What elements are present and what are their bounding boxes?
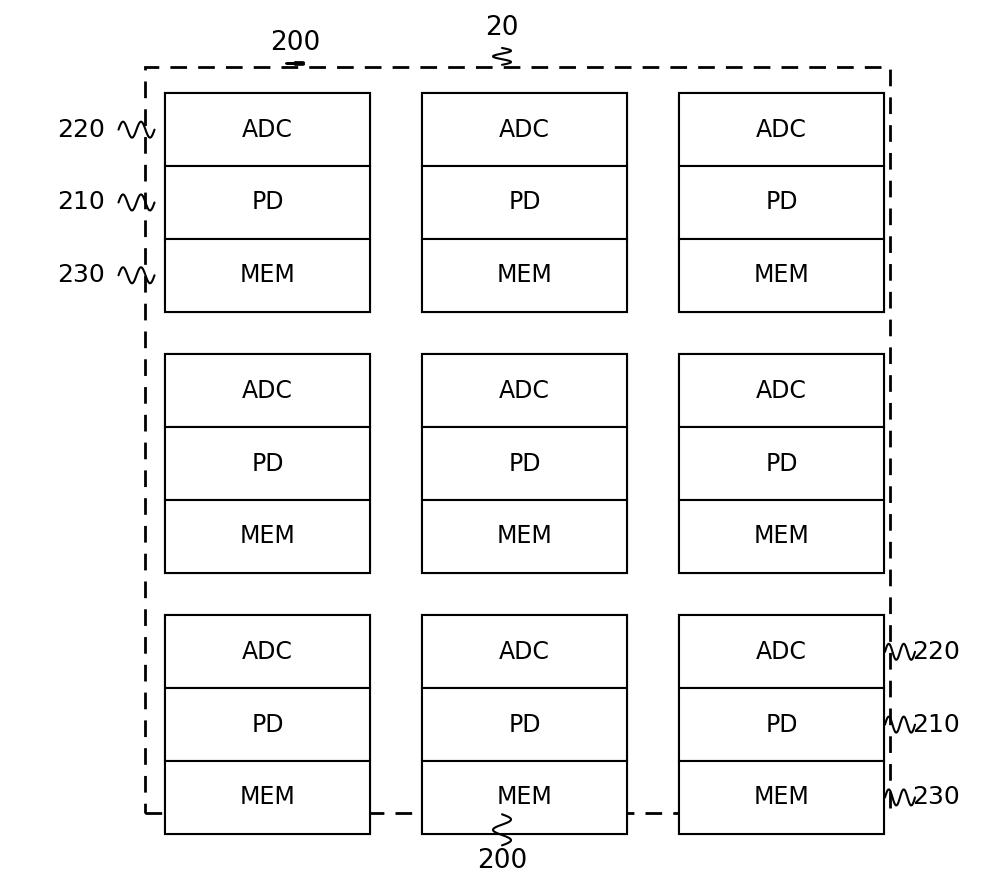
Bar xyxy=(165,761,370,834)
Bar xyxy=(165,93,370,312)
Bar xyxy=(165,354,370,573)
Text: ADC: ADC xyxy=(242,378,293,403)
Text: ADC: ADC xyxy=(756,639,807,664)
Bar xyxy=(679,239,884,312)
Text: 200: 200 xyxy=(270,29,320,56)
Bar xyxy=(422,500,627,573)
Bar xyxy=(422,615,627,834)
Text: MEM: MEM xyxy=(497,263,552,288)
Text: ADC: ADC xyxy=(756,117,807,142)
Text: 210: 210 xyxy=(912,712,960,737)
Bar xyxy=(165,166,370,239)
Text: MEM: MEM xyxy=(754,785,809,810)
Text: ADC: ADC xyxy=(756,378,807,403)
Text: PD: PD xyxy=(508,190,541,215)
Bar xyxy=(422,761,627,834)
Text: MEM: MEM xyxy=(754,263,809,288)
Text: MEM: MEM xyxy=(497,524,552,549)
Bar xyxy=(679,166,884,239)
Bar xyxy=(165,354,370,427)
Text: 210: 210 xyxy=(57,190,105,215)
Bar xyxy=(422,354,627,427)
Text: PD: PD xyxy=(765,712,798,737)
Bar xyxy=(679,615,884,834)
Text: PD: PD xyxy=(251,712,284,737)
Bar xyxy=(165,93,370,166)
Text: MEM: MEM xyxy=(240,263,295,288)
Bar xyxy=(165,615,370,834)
Bar xyxy=(422,427,627,500)
Bar xyxy=(165,688,370,761)
Bar xyxy=(145,67,890,813)
Text: PD: PD xyxy=(508,712,541,737)
Bar xyxy=(679,93,884,166)
Bar xyxy=(679,688,884,761)
Text: 230: 230 xyxy=(912,785,960,810)
Text: MEM: MEM xyxy=(497,785,552,810)
Bar xyxy=(679,354,884,427)
Bar xyxy=(679,500,884,573)
Bar xyxy=(422,93,627,312)
Text: 220: 220 xyxy=(912,639,960,664)
Text: 20: 20 xyxy=(485,15,519,42)
Bar xyxy=(165,427,370,500)
Text: MEM: MEM xyxy=(240,785,295,810)
Bar xyxy=(679,93,884,312)
Text: MEM: MEM xyxy=(754,524,809,549)
Bar xyxy=(422,239,627,312)
Text: PD: PD xyxy=(765,451,798,476)
Bar xyxy=(165,500,370,573)
Bar xyxy=(422,93,627,166)
Bar xyxy=(679,354,884,573)
Bar xyxy=(165,615,370,688)
Text: PD: PD xyxy=(251,190,284,215)
Text: PD: PD xyxy=(251,451,284,476)
Text: 200: 200 xyxy=(477,848,527,875)
Bar xyxy=(422,166,627,239)
Text: PD: PD xyxy=(765,190,798,215)
Bar xyxy=(679,761,884,834)
Bar xyxy=(679,615,884,688)
Bar xyxy=(165,239,370,312)
Text: MEM: MEM xyxy=(240,524,295,549)
Text: 220: 220 xyxy=(57,117,105,142)
Text: ADC: ADC xyxy=(499,639,550,664)
Bar xyxy=(679,427,884,500)
Text: PD: PD xyxy=(508,451,541,476)
Bar xyxy=(422,615,627,688)
Text: ADC: ADC xyxy=(242,639,293,664)
Bar xyxy=(422,688,627,761)
Text: ADC: ADC xyxy=(242,117,293,142)
Text: 230: 230 xyxy=(57,263,105,288)
Text: ADC: ADC xyxy=(499,117,550,142)
Bar xyxy=(422,354,627,573)
Text: ADC: ADC xyxy=(499,378,550,403)
